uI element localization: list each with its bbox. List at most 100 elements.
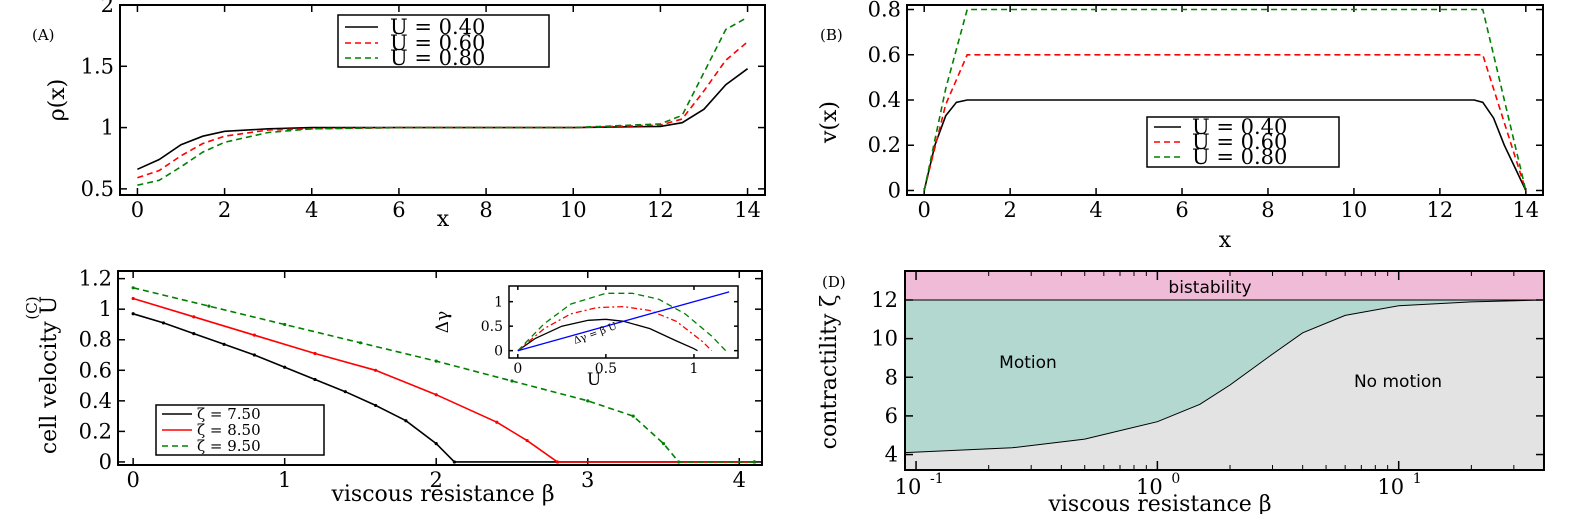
series-line--u — [517, 291, 730, 352]
panel-d-label: (D) — [822, 273, 846, 291]
legend-label-z850: ζ = 8.50 — [197, 421, 261, 439]
panel-c-legend: ζ = 7.50 ζ = 8.50 ζ = 9.50 — [155, 404, 325, 456]
panel-c-label: (C) — [23, 296, 41, 319]
panel-c-frame — [117, 270, 763, 466]
panel-c: 0 1 2 3 4 0 0.2 0.4 0.6 0.8 1 1.2 (C) cell velocity… — [23, 267, 763, 507]
legend-label-b-u040: U = 0.40 — [1192, 115, 1287, 139]
panel-c-inset: 0 0.5 100.51 Δγ U Δγ = β U — [433, 285, 739, 390]
panel-a-legend-box — [337, 14, 550, 68]
bistability-region — [905, 271, 1544, 300]
series-point — [192, 332, 196, 336]
inset-ylabel: Δγ — [433, 311, 453, 333]
series-line--9-50 — [517, 292, 727, 352]
x-tick-label: 10 — [560, 198, 587, 222]
series-point — [131, 286, 135, 290]
y-tick-label: 10 — [871, 327, 898, 351]
y-tick-label: 0.2 — [79, 419, 112, 443]
y-tick-label: 1 — [101, 116, 114, 140]
series-point — [677, 460, 681, 464]
series-point — [434, 442, 438, 446]
y-tick-label: 0.4 — [79, 389, 112, 413]
panel-b-legend: U = 0.40 U = 0.60 U = 0.80 — [1146, 115, 1340, 169]
series-point — [404, 419, 408, 423]
series-point — [434, 359, 438, 363]
series-point — [222, 342, 226, 346]
x-tick-label: 0 — [131, 198, 144, 222]
x-tick-label: 10 — [895, 475, 922, 499]
motion-label: Motion — [999, 353, 1057, 373]
x-tick-label: 6 — [392, 198, 405, 222]
panel-a-ylabel: ρ(x) — [45, 79, 70, 122]
x-tick-label: 12 — [1426, 198, 1453, 222]
x-tick-label: 4 — [305, 198, 318, 222]
series-point — [313, 351, 317, 356]
y-tick-label: 2 — [101, 0, 114, 17]
series-point — [252, 333, 256, 337]
x-tick-label: 14 — [1512, 198, 1539, 222]
y-tick-label: 0.2 — [868, 133, 901, 157]
panel-b-xlabel: x — [1219, 228, 1232, 253]
panel-d-xlabel: viscous resistance β — [1047, 492, 1271, 514]
series-point — [207, 304, 211, 308]
y-tick-label: 1.5 — [81, 54, 114, 78]
series-point — [252, 353, 256, 357]
series-line-u-0-60 — [923, 53, 1527, 191]
y-tick-label: 0.8 — [868, 0, 901, 22]
x-tick-label: 1 — [278, 468, 291, 492]
x-tick-label: 2 — [430, 468, 443, 492]
x-tick-label: 0.5 — [595, 361, 617, 377]
panel-a-label: (A) — [32, 26, 55, 44]
series-point — [192, 315, 196, 319]
series-line--7-50 — [517, 318, 698, 352]
x-tick-label: 10 — [1377, 475, 1404, 499]
x-tick-label: 4 — [733, 468, 746, 492]
panel-a-xlabel: x — [437, 207, 450, 232]
x-tick-label: 8 — [1261, 198, 1274, 222]
x-tick-label: 14 — [734, 198, 761, 222]
series-point — [131, 296, 135, 301]
y-tick-label: 0 — [99, 450, 112, 474]
series-point — [374, 403, 378, 408]
series-point — [452, 460, 456, 464]
inset-xlabel: U — [587, 370, 601, 390]
y-tick-label: 12 — [871, 288, 898, 312]
series-point — [434, 393, 438, 397]
y-tick-label: 0.8 — [79, 328, 112, 352]
x-tick-label: 8 — [479, 198, 492, 222]
bistability-label: bistability — [1168, 278, 1251, 298]
series-line--8-50 — [132, 297, 755, 463]
series-point — [374, 368, 378, 372]
legend-label-z750: ζ = 7.50 — [197, 405, 261, 423]
series-point — [283, 322, 287, 327]
x-tick-label: 0 — [513, 361, 522, 377]
series-point — [631, 414, 635, 418]
series-point — [313, 377, 317, 382]
series-line-u-0-40 — [137, 68, 749, 171]
motion-region — [905, 299, 1544, 454]
panel-a-frame — [119, 4, 766, 196]
y-tick-label: 0.6 — [868, 43, 901, 67]
x-tick-label: 12 — [647, 198, 674, 222]
panel-c-xlabel: viscous resistance β — [330, 482, 554, 507]
legend-label-u080: U = 0.80 — [390, 46, 485, 70]
x-tick-label: 3 — [581, 468, 594, 492]
x-tick-exponent: 1 — [1413, 471, 1422, 487]
inset-frame — [508, 285, 739, 359]
y-tick-label: 1.2 — [79, 267, 112, 291]
x-tick-label: 10 — [1136, 475, 1163, 499]
x-tick-label: 0 — [126, 468, 139, 492]
x-tick-exponent: 0 — [1171, 471, 1180, 487]
series-point — [358, 341, 363, 345]
series-point — [586, 399, 590, 403]
x-tick-label: 2 — [1003, 198, 1016, 222]
x-tick-label: 1 — [690, 361, 699, 377]
legend-label-b-u060: U = 0.60 — [1192, 130, 1287, 154]
y-tick-label: 0 — [494, 344, 503, 360]
panel-d: 10 -1 10 0 10 1 4 6 8 10 12 (D) contractility ζ vi… — [817, 270, 1545, 514]
no-motion-label: No motion — [1354, 372, 1442, 392]
legend-label-b-u080: U = 0.80 — [1192, 145, 1287, 169]
series-point — [661, 442, 666, 446]
series-point — [131, 312, 135, 316]
y-tick-label: 0.5 — [481, 319, 503, 335]
